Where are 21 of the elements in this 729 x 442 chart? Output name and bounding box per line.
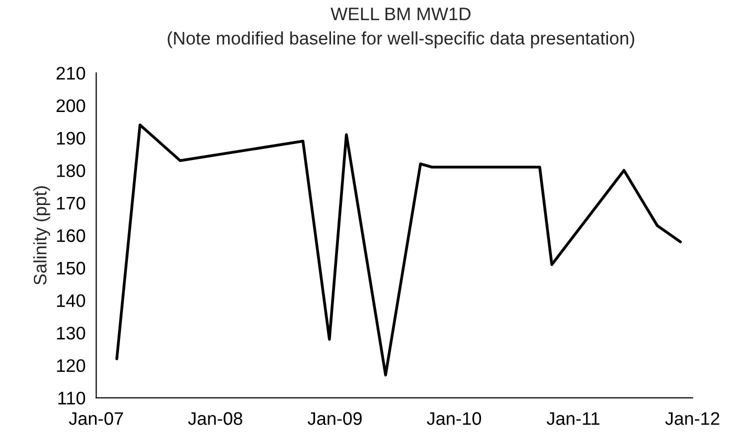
y-tick-label: 130 [57, 326, 86, 340]
x-tick-label: Jan-11 [546, 412, 600, 425]
y-tick-label: 150 [57, 262, 86, 275]
x-tick-label: Jan-10 [426, 412, 482, 425]
y-tick-label: 180 [57, 164, 86, 178]
line-series [115, 124, 682, 376]
y-tick-label: 140 [57, 294, 86, 308]
y-tick-label: 210 [56, 66, 86, 80]
x-tick-label: Jan-07 [68, 412, 123, 425]
chart-subtitle: (Note modified baseline for well-specific data presentation) [168, 31, 634, 48]
y-axis-title: Salinity (ppt) [33, 186, 50, 285]
y-tick-label: 120 [57, 359, 86, 372]
x-tick-label: Jan-12 [665, 412, 720, 425]
y-tick-label: 170 [57, 196, 86, 210]
x-tick-label: Jan-09 [308, 412, 362, 425]
y-tick-label: 190 [57, 132, 86, 145]
y-tick-label: 110 [58, 392, 86, 405]
chart-title: WELL BM MW1D [330, 8, 470, 20]
x-tick-label: Jan-08 [188, 412, 242, 425]
y-tick-label: 160 [57, 229, 86, 242]
y-tick-label: 200 [56, 99, 86, 112]
